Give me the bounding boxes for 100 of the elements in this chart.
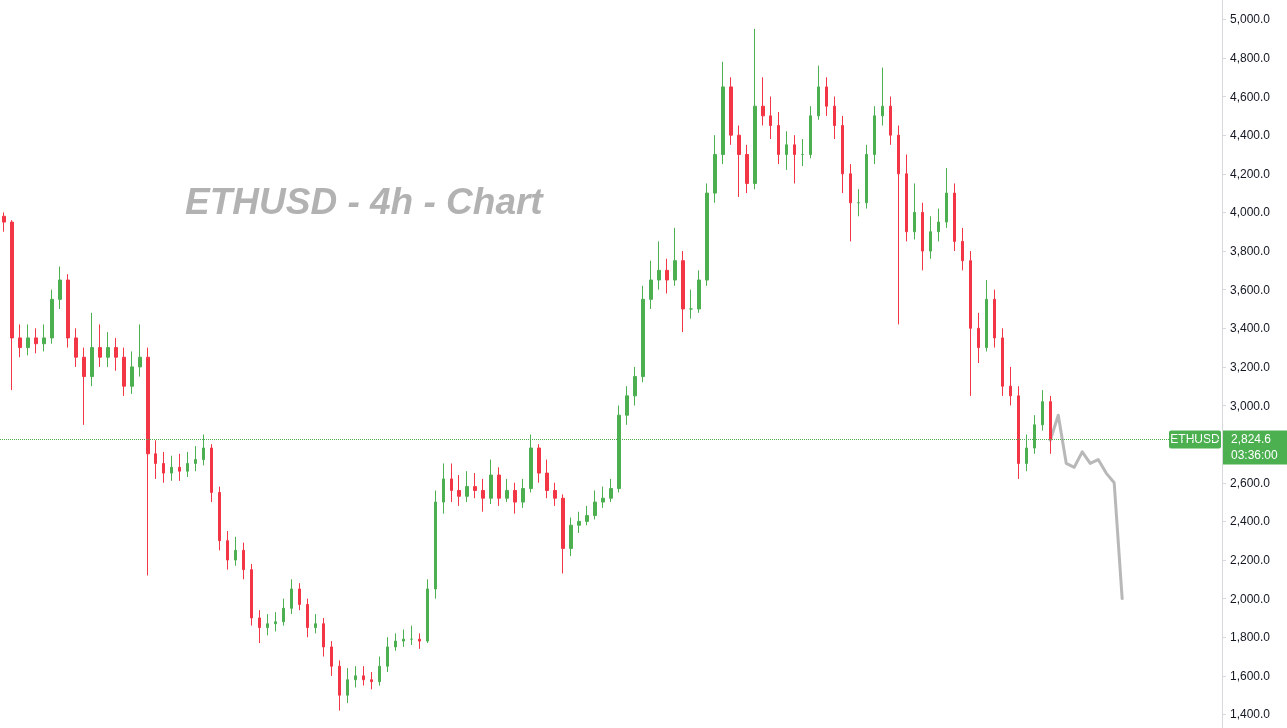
candlestick: [194, 445, 197, 472]
y-tick-label: 4,000.0: [1230, 205, 1271, 220]
candlestick: [689, 289, 693, 320]
candlestick: [697, 269, 701, 314]
candlestick: [378, 656, 381, 687]
candlestick: [226, 530, 229, 571]
candlestick: [849, 163, 852, 242]
candlestick: [1009, 366, 1012, 407]
y-tick-label: 1,800.0: [1230, 630, 1271, 645]
y-tick-label: 4,400.0: [1230, 128, 1271, 143]
candlestick: [841, 115, 844, 194]
y-tick-label: 2,600.0: [1230, 475, 1271, 490]
candlestick: [42, 323, 46, 352]
candlestick: [809, 105, 812, 159]
candlestick: [601, 486, 605, 509]
candlestick: [993, 289, 996, 349]
candlestick: [98, 323, 102, 368]
candlestick: [130, 350, 134, 395]
candlestick: [609, 478, 613, 503]
candlestick: [513, 482, 517, 515]
candlestick: [521, 478, 525, 509]
candlestick: [66, 273, 70, 349]
candlestick: [945, 167, 948, 229]
candlestick: [745, 144, 749, 194]
candlestick: [785, 130, 788, 171]
candlestick: [729, 76, 733, 146]
candlestick: [218, 486, 221, 551]
candlestick: [761, 76, 765, 127]
candlestick: [106, 331, 110, 368]
candlestick: [82, 347, 86, 426]
candlestick: [465, 470, 469, 503]
y-tick-label: 4,200.0: [1230, 166, 1271, 181]
candlestick: [394, 632, 397, 652]
candlestick: [426, 578, 429, 644]
candlestick: [625, 385, 629, 426]
candlestick: [74, 327, 78, 368]
y-tick-label: 5,000.0: [1230, 12, 1271, 27]
candlestick: [977, 312, 980, 364]
candlestick: [961, 227, 964, 271]
candlestick: [178, 453, 181, 482]
candlestick: [434, 489, 437, 600]
candlestick: [593, 489, 597, 520]
candlestick: [1049, 395, 1052, 455]
candlestick: [114, 337, 118, 372]
candlestick: [170, 455, 173, 482]
candlestick: [10, 219, 14, 391]
candlestick: [250, 563, 253, 627]
y-tick-label: 2,400.0: [1230, 514, 1271, 529]
candlestick: [186, 451, 189, 478]
candlestick: [154, 439, 157, 480]
candlestick: [234, 536, 237, 567]
candlestick: [833, 96, 836, 140]
candlestick: [489, 459, 493, 505]
y-tick-label: 3,800.0: [1230, 244, 1271, 259]
candlestick: [338, 659, 341, 712]
candlestick: [953, 182, 956, 252]
candlestick: [26, 323, 30, 356]
candlestick: [641, 285, 645, 383]
candlestick: [442, 462, 445, 515]
candlestick: [282, 598, 285, 627]
y-tick-label: 1,400.0: [1230, 707, 1271, 722]
candlestick: [569, 517, 573, 557]
candlestick: [881, 67, 884, 127]
candlestick: [737, 125, 741, 198]
candlestick: [58, 265, 62, 310]
candlestick: [90, 312, 94, 387]
candlestick: [537, 443, 541, 484]
candlestick: [346, 667, 349, 704]
candlestick: [50, 289, 54, 345]
candlestick: [122, 347, 126, 397]
candlestick: [801, 138, 804, 167]
text: 03:36:00: [1231, 448, 1279, 463]
candlestick: [673, 227, 677, 287]
candlestick: [370, 671, 373, 690]
candlestick: [793, 134, 796, 184]
candlestick: [481, 478, 485, 513]
candlestick: [210, 443, 213, 503]
candlestick: [657, 240, 661, 291]
candlestick: [386, 636, 389, 673]
candlestick: [298, 582, 301, 611]
candlestick: [577, 511, 581, 534]
candlestick: [665, 258, 669, 295]
y-tick-label: 4,800.0: [1230, 50, 1271, 65]
line-series: [1048, 413, 1124, 601]
candlestick: [457, 474, 461, 507]
candlestick: [362, 665, 365, 687]
y-tick-label: 1,600.0: [1230, 668, 1271, 683]
text: 2,824.6: [1231, 432, 1272, 447]
candlestick: [322, 617, 325, 658]
candlestick: [34, 327, 38, 354]
candlestick: [777, 111, 780, 165]
candlestick: [713, 134, 717, 204]
candlestick: [162, 451, 165, 484]
candlestick: [929, 215, 932, 260]
candlestick: [354, 665, 357, 688]
candlestick: [865, 144, 868, 210]
y-tick-label: 3,000.0: [1230, 398, 1271, 413]
candlestick: [146, 347, 150, 576]
candlestick: [681, 250, 685, 333]
candlestick: [473, 472, 477, 499]
